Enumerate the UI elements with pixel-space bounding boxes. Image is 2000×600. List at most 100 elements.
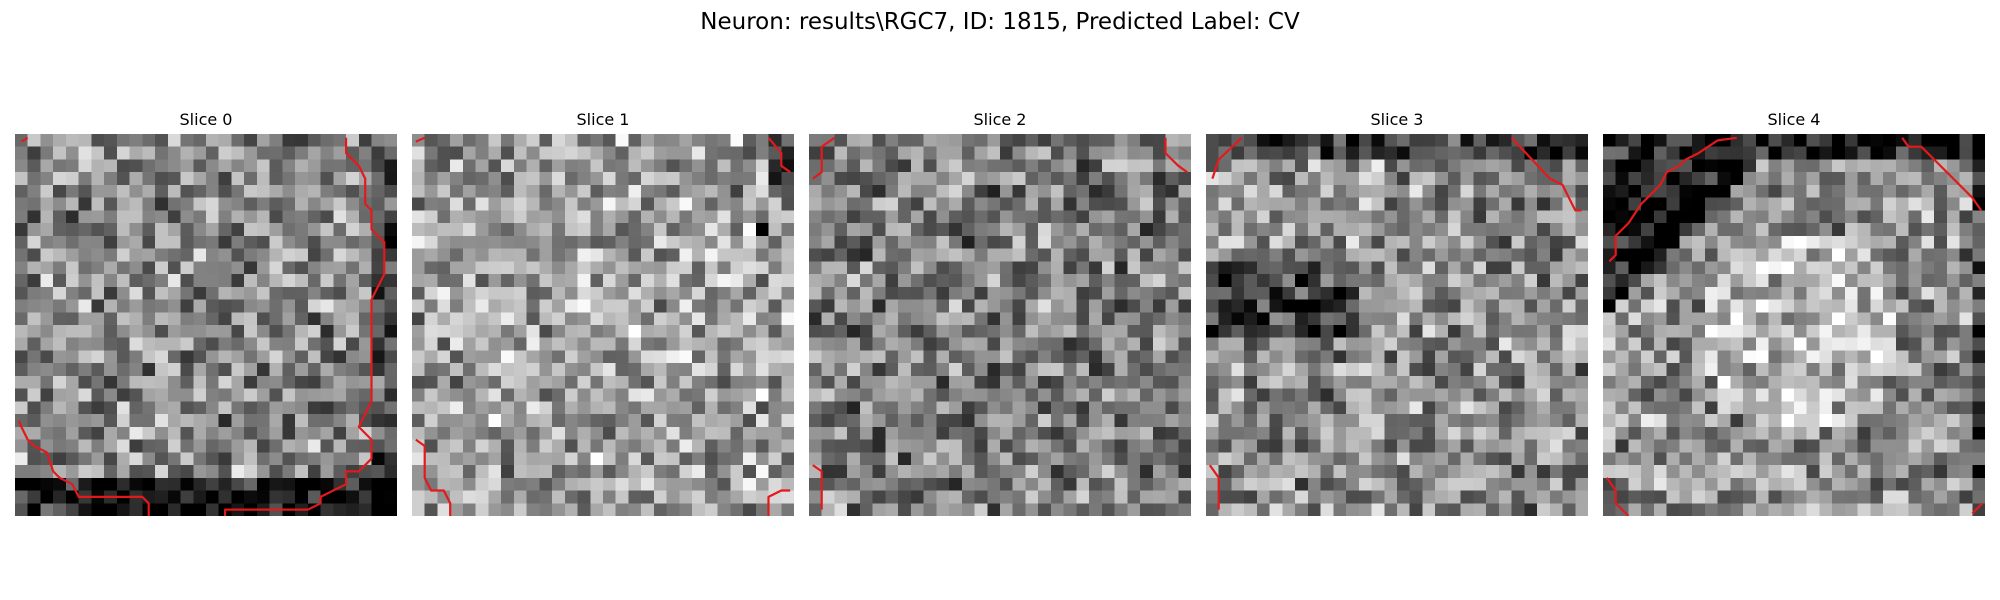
pixel-cell [1152,223,1166,237]
pixel-cell [424,134,438,148]
pixel-cell [1165,134,1179,148]
pixel-cell [346,172,360,186]
pixel-cell [809,439,823,453]
pixel-cell [116,401,130,415]
pixel-cell [1666,312,1680,326]
pixel-cell [1307,235,1321,249]
pixel-cell [231,172,245,186]
pixel-cell [1641,146,1655,160]
pixel-cell [1717,414,1731,428]
pixel-cell [1934,274,1948,288]
pixel-cell [244,350,258,364]
pixel-cell [834,477,848,491]
pixel-cell [462,286,477,300]
pixel-cell [730,401,744,415]
pixel-cell [1895,197,1909,211]
pixel-cell [1127,439,1141,453]
pixel-cell [526,350,540,364]
pixel-cell [91,235,105,249]
pixel-cell [1038,401,1052,415]
pixel-grid [1603,134,1985,516]
pixel-cell [1422,426,1436,440]
pixel-cell [1511,401,1525,415]
pixel-cell [1152,426,1166,440]
pixel-cell [730,439,744,453]
pixel-cell [1832,375,1846,390]
pixel-cell [282,375,296,390]
pixel-cell [1000,350,1014,364]
pixel-cell [1844,261,1859,275]
pixel-cell [1460,490,1474,504]
pixel-cell [1717,248,1731,262]
pixel-cell [961,465,975,479]
pixel-cell [282,414,296,428]
pixel-cell [564,490,578,504]
pixel-cell [1781,146,1795,160]
pixel-cell [1165,325,1179,339]
pixel-cell [1806,388,1820,402]
pixel-cell [1615,172,1629,186]
pixel-cell [1768,363,1782,377]
pixel-cell [1076,248,1090,262]
pixel-cell [628,235,642,249]
pixel-cell [206,210,220,224]
pixel-cell [437,146,451,160]
pixel-cell [1653,159,1668,173]
pixel-cell [1768,426,1782,440]
pixel-cell [1653,363,1668,377]
pixel-cell [641,465,655,479]
pixel-cell [1206,172,1220,186]
pixel-cell [1921,274,1935,288]
pixel-cell [1524,401,1538,415]
pixel-cell [653,363,668,377]
pixel-cell [412,261,426,275]
pixel-cell [1114,261,1128,275]
pixel-cell [1307,388,1321,402]
pixel-cell [1692,363,1706,377]
pixel-cell [142,312,156,326]
pixel-cell [872,197,886,211]
pixel-cell [269,452,283,466]
pixel-cell [1101,503,1115,516]
pixel-cell [1883,337,1897,351]
pixel-cell [910,325,924,339]
pixel-cell [1603,375,1617,390]
pixel-cell [1755,274,1769,288]
pixel-cell [1883,286,1897,300]
pixel-cell [231,375,245,390]
pixel-cell [1704,159,1718,173]
pixel-cell [384,261,397,275]
pixel-cell [577,197,591,211]
pixel-cell [590,490,604,504]
pixel-cell [1140,184,1154,199]
pixel-cell [307,134,321,148]
pixel-cell [704,452,718,466]
pixel-cell [1679,210,1693,224]
pixel-cell [1460,503,1474,516]
pixel-cell [615,235,629,249]
pixel-cell [615,465,629,479]
pixel-cell [1883,312,1897,326]
pixel-cell [539,439,553,453]
pixel-cell [513,134,527,148]
pixel-cell [129,452,143,466]
pixel-cell [1127,274,1141,288]
pixel-cell [1679,299,1693,313]
pixel-cell [1346,223,1360,237]
pixel-cell [320,299,334,313]
pixel-cell [1895,375,1909,390]
pixel-cell [628,248,642,262]
pixel-cell [1063,388,1077,402]
pixel-cell [1295,146,1309,160]
pixel-cell [320,375,334,390]
pixel-cell [346,490,360,504]
pixel-cell [167,312,181,326]
pixel-cell [755,172,769,186]
pixel-cell [450,439,464,453]
pixel-cell [1704,414,1718,428]
pixel-cell [1346,426,1360,440]
pixel-cell [462,465,477,479]
pixel-cell [1666,325,1680,339]
pixel-cell [1653,261,1668,275]
pixel-cell [1333,503,1347,516]
